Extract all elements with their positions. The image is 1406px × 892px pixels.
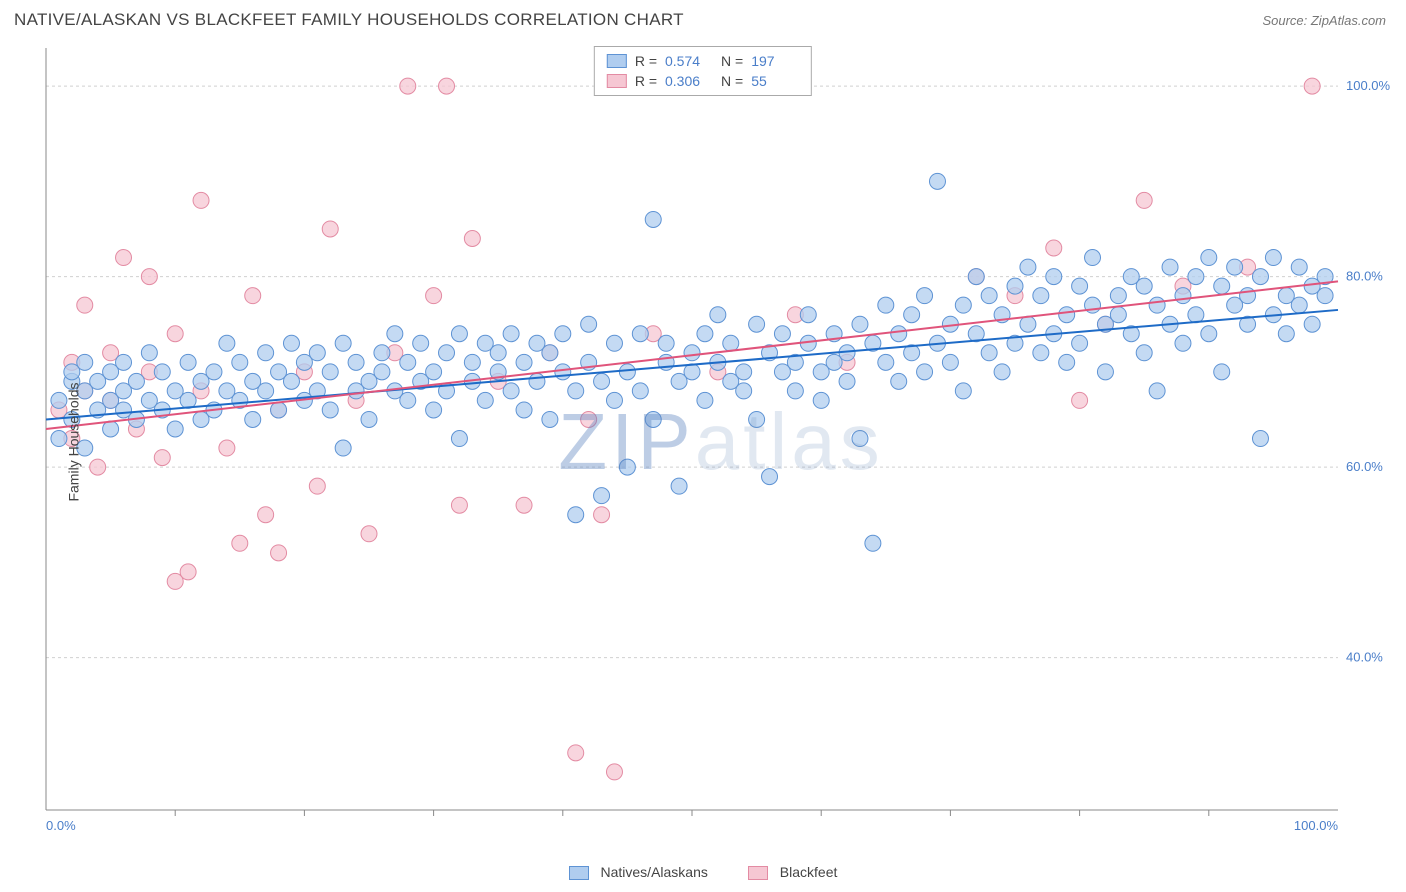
- r-value-1: 0.574: [665, 51, 713, 71]
- legend-label-1: Natives/Alaskans: [601, 864, 708, 880]
- r-value-2: 0.306: [665, 71, 713, 91]
- legend-label-2: Blackfeet: [780, 864, 838, 880]
- y-axis-label: Family Households: [66, 382, 82, 501]
- stats-legend: R = 0.574 N = 197 R = 0.306 N = 55: [594, 46, 812, 96]
- svg-text:0.0%: 0.0%: [46, 818, 76, 833]
- scatter-plot-svg: 40.0% 60.0% 80.0% 100.0% 0.0% 100.0%: [44, 44, 1398, 840]
- r-label: R =: [635, 71, 657, 91]
- chart-title: NATIVE/ALASKAN VS BLACKFEET FAMILY HOUSE…: [14, 10, 684, 30]
- legend-item-1: Natives/Alaskans: [569, 864, 708, 880]
- series-legend: Natives/Alaskans Blackfeet: [0, 864, 1406, 880]
- svg-text:60.0%: 60.0%: [1346, 459, 1383, 474]
- chart-area: Family Households ZIPatlas 40.0%60.0%80.…: [44, 44, 1398, 840]
- swatch-series-2: [607, 74, 627, 88]
- svg-text:40.0%: 40.0%: [1346, 650, 1383, 665]
- legend-swatch-2: [748, 866, 768, 880]
- svg-text:100.0%: 100.0%: [1346, 78, 1391, 93]
- legend-swatch-1: [569, 866, 589, 880]
- stats-row-series-1: R = 0.574 N = 197: [607, 51, 799, 71]
- r-label: R =: [635, 51, 657, 71]
- stats-row-series-2: R = 0.306 N = 55: [607, 71, 799, 91]
- svg-text:80.0%: 80.0%: [1346, 269, 1383, 284]
- svg-text:100.0%: 100.0%: [1294, 818, 1339, 833]
- n-value-2: 55: [751, 71, 799, 91]
- n-value-1: 197: [751, 51, 799, 71]
- swatch-series-1: [607, 54, 627, 68]
- source-attribution: Source: ZipAtlas.com: [1262, 13, 1386, 28]
- n-label: N =: [721, 51, 743, 71]
- header: NATIVE/ALASKAN VS BLACKFEET FAMILY HOUSE…: [0, 0, 1406, 36]
- n-label: N =: [721, 71, 743, 91]
- legend-item-2: Blackfeet: [748, 864, 837, 880]
